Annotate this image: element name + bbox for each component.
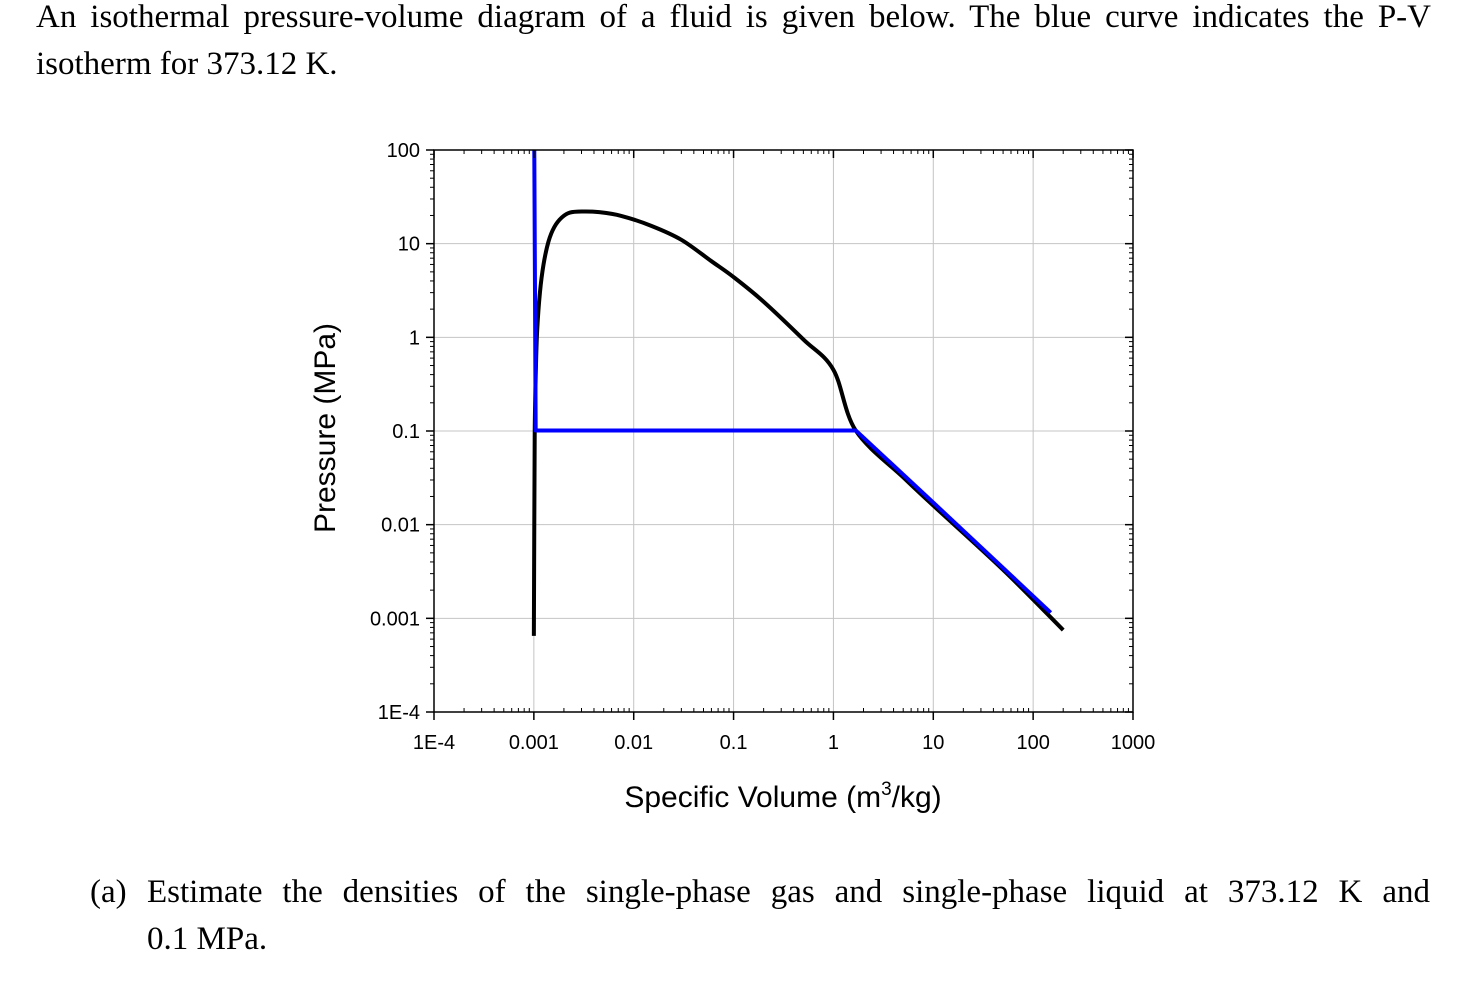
y-tick-label: 10 xyxy=(398,234,420,256)
y-tick-label: 1E-4 xyxy=(378,702,420,724)
x-tick-label: 0.1 xyxy=(720,732,748,754)
question-a-text1: Estimate the densities of the single-pha… xyxy=(147,874,1430,910)
saturation-dome-curve xyxy=(531,209,1065,636)
series-layer xyxy=(531,149,1065,636)
question-label: (a) xyxy=(90,874,127,910)
y-tick-label: 0.01 xyxy=(381,515,420,537)
y-tick-label: 0.1 xyxy=(392,421,420,443)
tick-labels: 1E-4 0.001 0.01 0.1 1 10 100 1000 1E-4 0.001 0.01 0… xyxy=(370,140,1155,754)
x-axis-title-tail: /kg) xyxy=(892,781,942,814)
x-tick-label: 100 xyxy=(1016,732,1049,754)
x-axis-title-superscript: 3 xyxy=(881,779,892,800)
x-tick-label: 10 xyxy=(922,732,944,754)
x-tick-label: 0.01 xyxy=(614,732,653,754)
question-a-line2: 0.1 MPa. xyxy=(147,921,268,957)
y-axis-title: Pressure (MPa) xyxy=(309,323,342,533)
x-tick-label: 1E-4 xyxy=(413,732,455,754)
y-tick-label: 0.001 xyxy=(370,608,420,630)
y-tick-label: 100 xyxy=(387,140,420,162)
major-ticks xyxy=(426,149,1134,720)
x-axis-title: Specific Volume (m3/kg) xyxy=(624,779,941,814)
x-axis-title-main: Specific Volume (m xyxy=(624,781,881,814)
x-tick-label: 0.001 xyxy=(509,732,559,754)
problem-intro: An isothermal pressure-volume diagram of… xyxy=(36,0,1431,82)
x-tick-label: 1000 xyxy=(1111,732,1156,754)
isotherm-373-curve xyxy=(532,149,1053,615)
question-a: (a) Estimate the densities of the single-… xyxy=(90,869,1430,963)
y-tick-label: 1 xyxy=(409,327,420,349)
question-a-line1: (a) Estimate the densities of the single-… xyxy=(90,869,1430,916)
x-tick-label: 1 xyxy=(828,732,839,754)
